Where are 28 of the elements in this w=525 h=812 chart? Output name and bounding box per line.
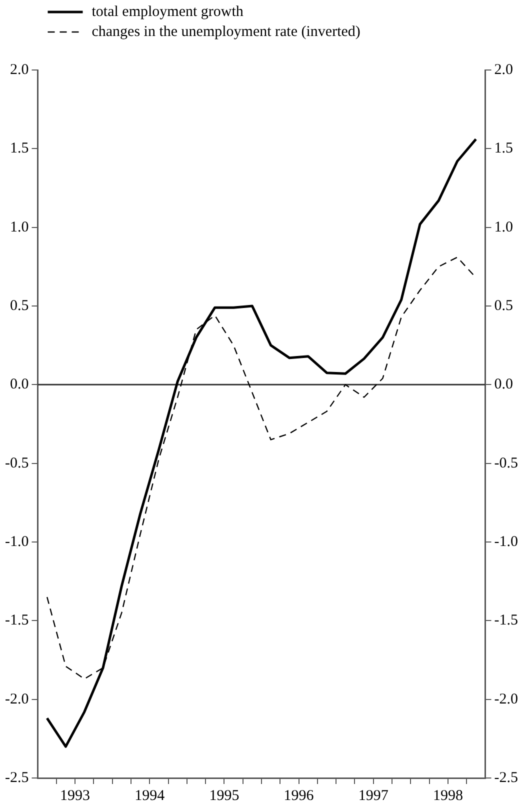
legend-label: total employment growth: [92, 4, 244, 20]
y-tick-label: -2.5: [4, 770, 29, 786]
y2-tick-label: 0.5: [494, 298, 514, 314]
y2-tick-label: -1.0: [494, 534, 518, 550]
x-tick-label: 1994: [134, 788, 166, 804]
y-tick-label: -0.5: [4, 455, 29, 472]
y-tick-label: -2.0: [4, 691, 29, 708]
y2-tick-label: -2.5: [494, 770, 518, 786]
x-tick-label: 1997: [358, 788, 389, 804]
y2-tick-label: 1.5: [494, 140, 514, 157]
y-tick-label: -1.0: [4, 534, 29, 550]
y2-tick-label: -0.5: [494, 455, 518, 472]
y-tick-label: 1.0: [10, 219, 29, 236]
y-tick-label: -1.5: [4, 612, 29, 629]
y2-tick-label: 0.0: [494, 376, 514, 393]
y-tick-label: 0.5: [10, 298, 29, 314]
y2-tick-label: -1.5: [494, 612, 518, 629]
y2-tick-label: 1.0: [494, 219, 514, 236]
x-tick-label: 1996: [284, 788, 314, 804]
y2-tick-label: 2.0: [494, 62, 514, 78]
y-tick-label: 1.5: [10, 140, 29, 157]
y-tick-label: 0.0: [10, 376, 29, 393]
legend-label: changes in the unemployment rate (inverted): [92, 24, 360, 40]
x-tick-label: 1995: [209, 788, 240, 804]
y2-tick-label: -2.0: [494, 691, 518, 708]
x-tick-label: 1998: [432, 788, 463, 804]
y-tick-label: 2.0: [10, 62, 29, 78]
x-tick-label: 1993: [60, 788, 90, 804]
